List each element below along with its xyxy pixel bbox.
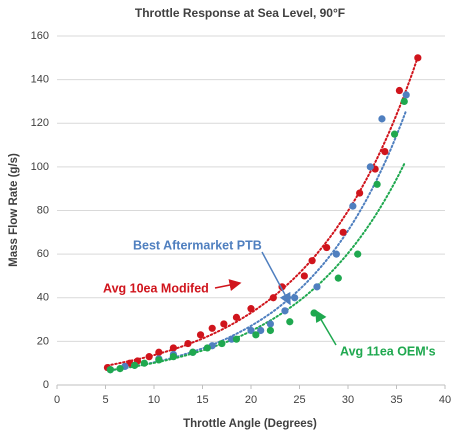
point xyxy=(266,320,274,328)
point xyxy=(378,115,386,123)
x-tick-label: 0 xyxy=(54,394,60,406)
y-tick-label: 40 xyxy=(37,292,49,304)
point xyxy=(189,348,197,356)
annotation-arrow xyxy=(261,251,291,306)
annotation-arrow xyxy=(315,309,337,346)
point xyxy=(349,202,357,210)
y-tick-label: 120 xyxy=(31,117,49,129)
point xyxy=(323,243,331,252)
x-tick-label: 30 xyxy=(342,394,354,406)
point xyxy=(354,250,362,258)
point xyxy=(247,326,255,335)
point xyxy=(286,318,294,326)
point xyxy=(116,365,124,373)
point xyxy=(155,356,163,364)
point xyxy=(247,305,255,313)
x-tick-label: 25 xyxy=(293,394,305,406)
y-tick-label: 20 xyxy=(37,335,49,347)
x-tick-label: 15 xyxy=(196,394,208,406)
point xyxy=(220,320,228,328)
point xyxy=(291,294,299,302)
point xyxy=(308,257,316,265)
point xyxy=(145,353,153,361)
point xyxy=(381,148,389,156)
point xyxy=(332,250,340,258)
point xyxy=(339,228,347,236)
point xyxy=(208,324,216,332)
annotation: Avg 10ea Modifed xyxy=(103,281,209,295)
y-axis-label: Mass Flow Rate (g/s) xyxy=(8,153,20,267)
point xyxy=(106,366,114,374)
point xyxy=(169,353,177,361)
point xyxy=(196,331,205,339)
y-tick-label: 60 xyxy=(37,248,49,260)
point xyxy=(169,344,177,352)
point xyxy=(402,91,410,99)
x-tick-label: 35 xyxy=(390,394,402,406)
y-tick-label: 100 xyxy=(31,161,49,173)
annotation-arrow xyxy=(214,279,242,291)
point xyxy=(218,339,226,348)
x-tick-label: 5 xyxy=(102,394,108,406)
point xyxy=(334,274,342,282)
point xyxy=(281,307,289,315)
point xyxy=(266,326,274,335)
x-tick-label: 10 xyxy=(148,394,160,406)
point xyxy=(131,361,139,369)
annotation: Best Aftermarket PTB xyxy=(133,238,262,252)
trendlines xyxy=(106,56,419,372)
point xyxy=(395,86,404,95)
point xyxy=(414,54,422,62)
x-axis-label: Throttle Angle (Degrees) xyxy=(183,418,317,430)
x-tick-label: 20 xyxy=(245,394,257,406)
y-tick-label: 140 xyxy=(31,74,49,86)
point xyxy=(257,326,265,335)
point xyxy=(400,97,408,106)
point xyxy=(232,335,241,343)
point xyxy=(155,348,163,356)
point xyxy=(313,283,321,291)
point xyxy=(366,163,374,171)
chart-title: Throttle Response at Sea Level, 90°F xyxy=(135,6,345,20)
point xyxy=(140,359,148,367)
x-tick-label: 40 xyxy=(439,394,451,406)
point xyxy=(300,272,308,280)
point xyxy=(184,339,192,348)
points xyxy=(103,54,422,374)
point xyxy=(356,189,364,197)
grid xyxy=(56,35,446,389)
y-tick-label: 80 xyxy=(37,204,49,216)
point xyxy=(203,344,211,352)
y-tick-label: 160 xyxy=(31,30,49,42)
point xyxy=(252,331,260,339)
y-tick-label: 0 xyxy=(43,379,49,391)
point xyxy=(390,130,399,138)
point xyxy=(269,294,277,302)
point xyxy=(232,313,241,321)
annotation: Avg 11ea OEM's xyxy=(340,344,436,358)
point xyxy=(373,180,381,188)
